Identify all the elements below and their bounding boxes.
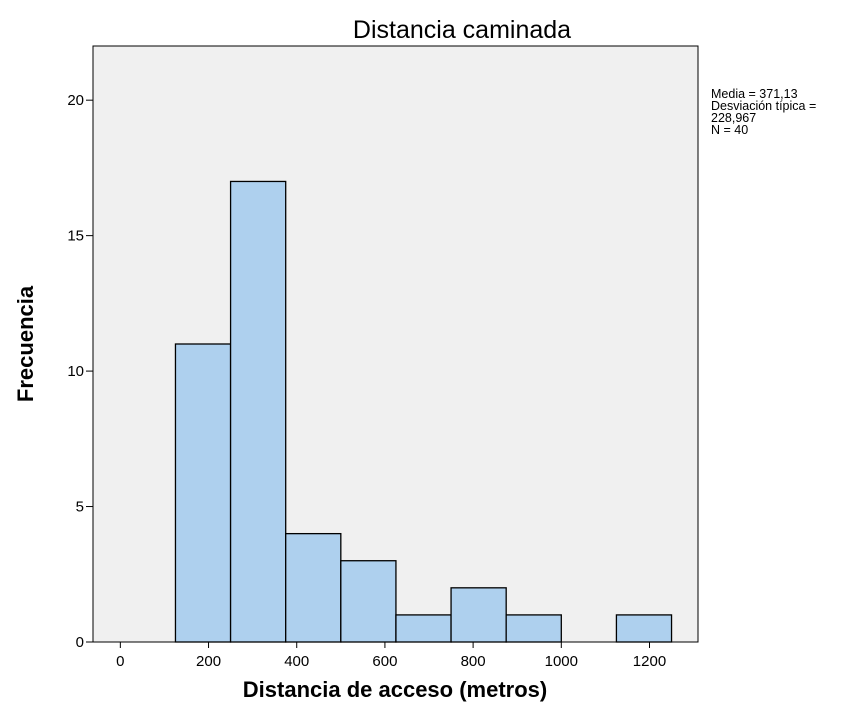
y-tick-label: 10 (67, 363, 84, 380)
histogram-bar (340, 560, 397, 643)
y-tick-label: 15 (67, 228, 84, 245)
histogram-bar (174, 343, 232, 643)
stat-n: N = 40 (711, 123, 748, 137)
y-tick-label: 5 (76, 499, 84, 516)
x-tick-label: 0 (116, 653, 124, 670)
stats-box: Media = 371,13 Desviación típica = 228,9… (711, 87, 816, 137)
y-tick-label: 20 (67, 92, 84, 109)
stat-std-value: 228,967 (711, 111, 756, 125)
bars (174, 180, 673, 643)
x-tick-label: 800 (461, 653, 486, 670)
x-tick-label: 400 (284, 653, 309, 670)
y-axis: 0 5 10 15 20 (67, 92, 93, 651)
x-tick-label: 1200 (633, 653, 666, 670)
chart-title: Distancia caminada (353, 16, 571, 44)
histogram-bar (505, 614, 562, 643)
histogram-bar (285, 532, 342, 643)
histogram-bar (450, 587, 507, 643)
histogram-bar (229, 180, 287, 643)
y-tick-label: 0 (76, 634, 84, 651)
stat-mean: Media = 371,13 (711, 87, 798, 101)
x-tick-label: 1000 (545, 653, 578, 670)
x-axis-title: Distancia de acceso (metros) (243, 677, 547, 702)
histogram-bar (395, 614, 452, 643)
histogram-bar (615, 614, 673, 643)
x-tick-label: 600 (372, 653, 397, 670)
y-axis-title: Frecuencia (13, 285, 38, 402)
stat-std-label: Desviación típica = (711, 99, 816, 113)
x-tick-label: 200 (196, 653, 221, 670)
x-axis: 0 200 400 600 800 1000 1200 (116, 642, 666, 670)
